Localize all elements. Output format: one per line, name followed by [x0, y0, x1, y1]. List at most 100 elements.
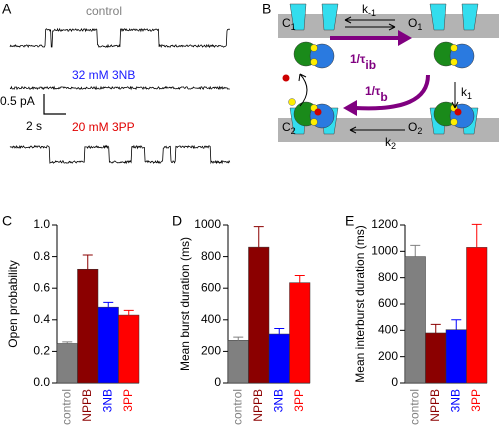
current-traces: [9, 27, 231, 165]
error-bar: [451, 319, 462, 330]
y-tick-label: 200: [378, 349, 398, 363]
error-bar: [294, 275, 305, 283]
state-label: C1: [282, 16, 296, 32]
x-tick-label: NPPB: [251, 389, 265, 422]
rate-label: k-1: [362, 2, 376, 18]
x-tick-label: 3NB: [100, 389, 114, 412]
panel-label: C: [2, 213, 12, 229]
rate-label: k2: [385, 135, 396, 151]
y-tick-label: 800: [201, 249, 221, 263]
trace-label: 32 mM 3NB: [72, 68, 135, 82]
error-bar: [62, 341, 73, 344]
error-bar: [471, 223, 482, 248]
atp: [450, 44, 458, 52]
state-label: O1: [408, 16, 422, 32]
y-tick-label: 600: [201, 280, 221, 294]
channel-subunit: [321, 3, 339, 31]
y-tick-label: 400: [201, 312, 221, 326]
y-axis-label: Mean interburst duration (ms): [353, 225, 367, 382]
x-tick-label: control: [230, 389, 244, 425]
y-tick-label: 1.0: [33, 217, 50, 231]
error-bar: [82, 254, 93, 270]
binding-arrow: [298, 73, 308, 107]
blocker: [314, 108, 322, 116]
y-tick-label: 0: [391, 375, 398, 389]
state-label: C2: [282, 120, 296, 136]
bar: [56, 343, 78, 384]
blocker: [282, 74, 290, 82]
y-tick-label: 0: [214, 375, 221, 389]
arrow: [349, 126, 405, 134]
y-tick-label: 800: [378, 270, 398, 284]
x-tick-label: 3NB: [271, 389, 285, 412]
scale-bar: [43, 94, 66, 115]
channel-subunit: [429, 3, 447, 31]
error-bar: [123, 309, 134, 316]
bar: [77, 268, 99, 384]
block-rate: 1/τib: [350, 52, 376, 72]
x-tick-label: 3NB: [448, 389, 462, 412]
error-bar: [103, 301, 114, 308]
bar: [97, 306, 119, 384]
block-rate: 1/τb: [365, 84, 388, 104]
x-tick-label: 3PP: [469, 389, 483, 412]
bar: [445, 329, 467, 384]
error-bar: [430, 323, 441, 333]
blocker: [454, 108, 462, 116]
channel-subunit: [461, 3, 479, 31]
rate-label: k1: [461, 85, 472, 101]
error-bar: [410, 244, 421, 257]
bar: [118, 314, 140, 384]
y-tick-label: 1000: [194, 217, 221, 231]
trace-label: control: [86, 4, 122, 18]
block-arrow: [354, 74, 430, 111]
kinetic-scheme: C1 O1 C2 O2 k-1 k1 k2 1/τib 1/τb: [278, 2, 499, 151]
state-label: O2: [408, 120, 422, 136]
atp: [310, 44, 318, 52]
trace: [9, 27, 230, 49]
scale-label: 0.5 pA: [0, 94, 35, 108]
ligand: [288, 98, 296, 106]
panel-label: D: [172, 213, 182, 229]
bar: [425, 332, 447, 384]
bar: [248, 246, 270, 384]
panel-label: A: [2, 1, 12, 17]
y-tick-label: 1000: [371, 244, 398, 258]
x-tick-label: control: [407, 389, 421, 425]
trace: [9, 85, 230, 91]
channel-subunit: [289, 3, 307, 31]
trace-label: 20 mM 3PP: [72, 120, 135, 134]
y-tick-label: 400: [378, 323, 398, 337]
atp: [450, 58, 458, 66]
y-tick-label: 0.0: [33, 375, 50, 389]
trace: [9, 144, 231, 165]
bar: [466, 247, 488, 384]
y-axis-label: Mean burst duration (ms): [178, 237, 192, 371]
atp: [310, 58, 318, 66]
bar: [404, 256, 426, 384]
y-tick-label: 600: [378, 296, 398, 310]
error-bar: [274, 327, 285, 335]
y-tick-label: 0.2: [33, 344, 50, 358]
bar: [289, 282, 311, 384]
x-tick-label: 3PP: [121, 389, 135, 412]
panel-label: B: [262, 1, 271, 17]
y-axis-label: Open probability: [6, 260, 20, 347]
atp: [450, 118, 458, 126]
y-tick-label: 1200: [371, 217, 398, 231]
y-tick-label: 0.4: [33, 312, 50, 326]
y-tick-label: 200: [201, 344, 221, 358]
error-bar: [233, 336, 244, 341]
x-tick-label: 3PP: [292, 389, 306, 412]
bar: [227, 340, 249, 384]
arrowhead: [398, 30, 412, 46]
error-bar: [253, 226, 264, 248]
arrowhead: [343, 100, 357, 116]
membrane: [278, 14, 499, 38]
x-tick-label: NPPB: [80, 389, 94, 422]
bar: [268, 333, 290, 384]
arrow: [344, 16, 396, 31]
y-tick-label: 0.8: [33, 249, 50, 263]
arrow: [451, 82, 459, 109]
